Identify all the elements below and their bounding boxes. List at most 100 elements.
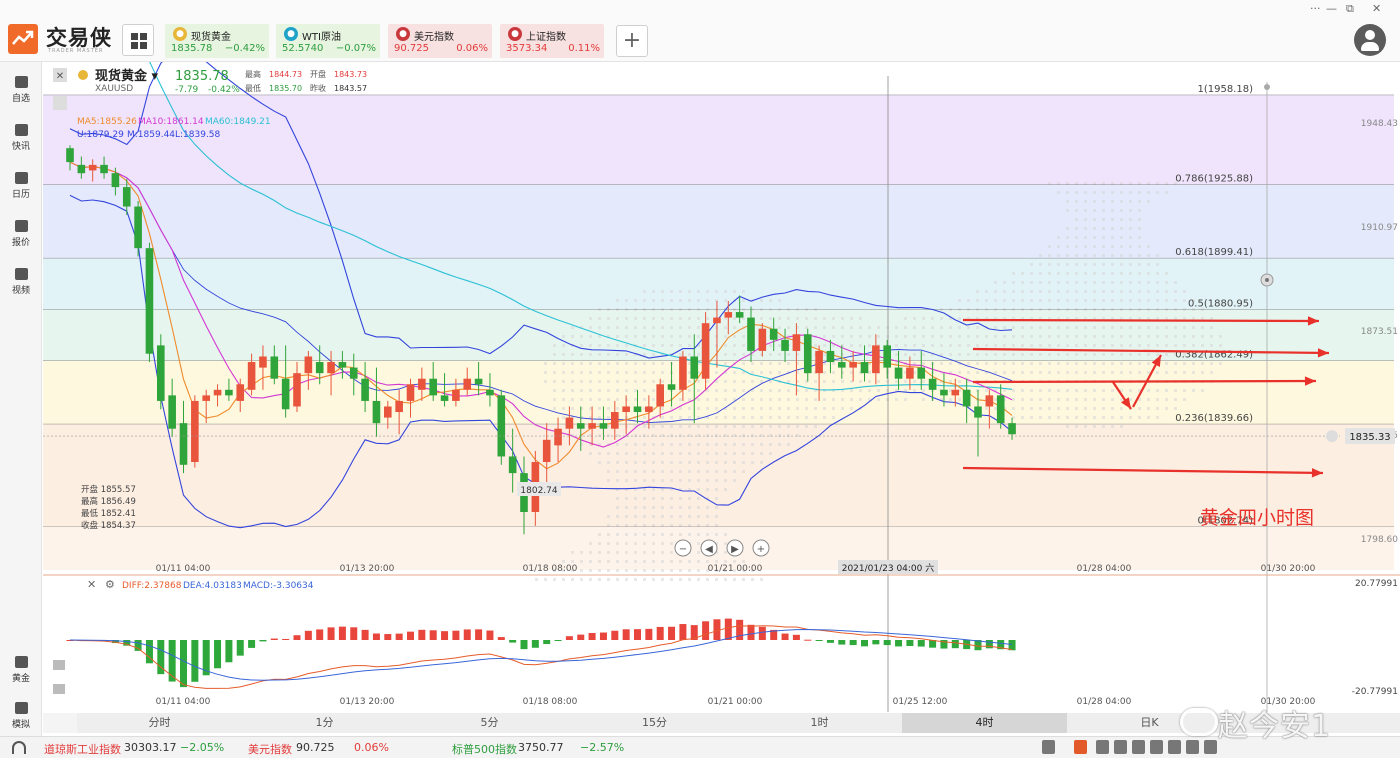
sidebar-item-video[interactable]: 视频	[0, 264, 42, 304]
map-dot	[634, 452, 637, 455]
map-dot	[1165, 389, 1168, 392]
map-dot	[589, 389, 592, 392]
map-dot	[634, 569, 637, 572]
macd-bar	[826, 640, 834, 643]
chart-svg[interactable]: 1(1958.18)0.786(1925.88)0.618(1899.41)0.…	[43, 62, 1400, 712]
zoom-control-3[interactable]	[752, 539, 770, 557]
timeframe-tab-3[interactable]: 15分	[642, 716, 667, 729]
add-ticker-button[interactable]: +	[616, 25, 648, 57]
timeframe-tab-4[interactable]: 1时	[810, 716, 829, 729]
sogou-ime-icon[interactable]	[1074, 740, 1087, 754]
map-dot	[769, 398, 772, 401]
map-dot	[607, 452, 610, 455]
indicator-tool-icon-1[interactable]	[53, 660, 65, 670]
map-dot	[661, 452, 664, 455]
map-dot	[688, 434, 691, 437]
map-dot	[1093, 371, 1096, 374]
app-brand-sub: TRADER MASTER	[48, 48, 104, 54]
map-dot	[868, 344, 871, 347]
macd-settings-icon[interactable]: ⚙	[105, 578, 115, 591]
map-dot	[1066, 254, 1069, 257]
map-dot	[715, 470, 718, 473]
sidebar-item-news[interactable]: 快讯	[0, 120, 42, 160]
sidebar-item-simulate[interactable]: 模拟	[0, 698, 42, 738]
map-dot	[1120, 299, 1123, 302]
ticker-2[interactable]: ● 美元指数 90.725 0.06%	[388, 24, 492, 58]
zoom-control-0[interactable]	[674, 539, 692, 557]
more-window-button[interactable]: ···	[1310, 2, 1321, 15]
ticker-0[interactable]: ● 现货黄金 1835.78 −0.42%	[165, 24, 269, 58]
timeframe-tab-2[interactable]: 5分	[480, 716, 499, 729]
map-dot	[1084, 416, 1087, 419]
map-dot	[769, 371, 772, 374]
sidebar-item-calendar[interactable]: 日历	[0, 168, 42, 208]
candle-body	[395, 400, 403, 413]
map-dot	[769, 362, 772, 365]
map-dot	[913, 380, 916, 383]
zoom-control-2[interactable]	[726, 539, 744, 557]
map-dot	[940, 398, 943, 401]
map-dot	[940, 326, 943, 329]
grid-layout-button[interactable]	[122, 24, 154, 56]
tray-icon-1[interactable]	[1042, 740, 1055, 754]
map-dot	[697, 407, 700, 410]
chart-area[interactable]: 1(1958.18) 0.786(1925.88) 0.618(1899.41) 0.…	[43, 62, 1400, 712]
map-dot	[940, 344, 943, 347]
zoom-control-1[interactable]	[700, 539, 718, 557]
map-dot	[796, 353, 799, 356]
tray-icon-7[interactable]	[1168, 740, 1181, 754]
map-dot	[1039, 407, 1042, 410]
map-dot	[661, 443, 664, 446]
x-axis-label-3: 01/21 00:00	[708, 564, 763, 574]
map-dot	[733, 344, 736, 347]
candle-body	[463, 378, 472, 390]
map-dot	[1012, 317, 1015, 320]
candle-body	[781, 339, 789, 351]
map-dot	[679, 353, 682, 356]
map-dot	[661, 524, 664, 527]
sidebar-item-quotes[interactable]: 报价	[0, 216, 42, 256]
tray-icon-6[interactable]	[1150, 740, 1163, 754]
map-dot	[958, 335, 961, 338]
chart-annotation-title: 黄金四小时图	[1200, 507, 1314, 529]
sidebar-item-gold[interactable]: 黄金	[0, 652, 42, 692]
headset-icon[interactable]	[12, 741, 26, 754]
close-symbol-button[interactable]	[53, 68, 67, 82]
status-index-value-1: 90.725	[296, 741, 335, 754]
ticker-1[interactable]: ● WTI原油 52.5740 −0.07%	[276, 24, 380, 58]
map-dot	[1066, 281, 1069, 284]
map-dot	[688, 335, 691, 338]
map-dot	[697, 335, 700, 338]
map-dot	[1120, 200, 1123, 203]
timeframe-tab-5[interactable]: 4时	[902, 713, 1067, 733]
map-dot	[1102, 272, 1105, 275]
indicator-tool-icon-2[interactable]	[53, 684, 65, 694]
tray-icon-3[interactable]	[1096, 740, 1109, 754]
map-dot	[697, 317, 700, 320]
map-dot	[1066, 182, 1069, 185]
map-dot	[904, 371, 907, 374]
restore-button[interactable]: ⧉	[1346, 2, 1354, 15]
map-dot	[742, 299, 745, 302]
alarm-bell-icon[interactable]	[1326, 430, 1338, 443]
draw-tool-button[interactable]	[53, 96, 67, 110]
macd-close-icon[interactable]: ✕	[87, 578, 96, 591]
map-dot	[1075, 281, 1078, 284]
map-dot	[1021, 335, 1024, 338]
timeframe-tab-6[interactable]: 日K	[1140, 716, 1159, 729]
user-avatar[interactable]	[1354, 24, 1386, 56]
close-window-button[interactable]: ✕	[1372, 2, 1382, 15]
sidebar-item-watchlist[interactable]: 自选	[0, 72, 42, 112]
minimize-button[interactable]: —	[1326, 2, 1337, 15]
candle-body	[145, 248, 154, 354]
timeframe-tab-0[interactable]: 分时	[148, 716, 171, 729]
tray-icon-4[interactable]	[1114, 740, 1127, 754]
tray-icon-5[interactable]	[1132, 740, 1145, 754]
map-dot	[1093, 200, 1096, 203]
ticker-3[interactable]: ● 上证指数 3573.34 0.11%	[500, 24, 604, 58]
tray-icon-9[interactable]	[1204, 740, 1217, 754]
timeframe-tab-1[interactable]: 1分	[315, 716, 334, 729]
tray-icon-8[interactable]	[1186, 740, 1199, 754]
calendar-icon	[14, 172, 28, 184]
map-dot	[1021, 371, 1024, 374]
